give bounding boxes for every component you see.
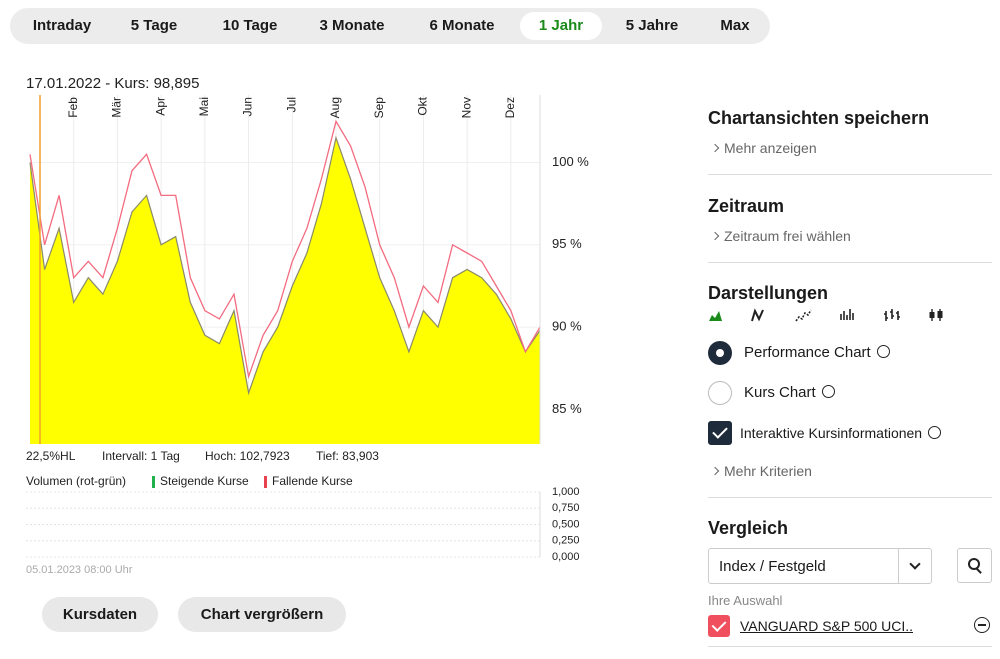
x-tick-label: Feb bbox=[66, 97, 80, 118]
y-tick-label: 85 % bbox=[552, 401, 582, 416]
minus bbox=[978, 624, 986, 626]
line bbox=[29, 119, 541, 380]
x-tick-label: Mai bbox=[197, 97, 211, 116]
chart-info: Hoch: 102,7923 bbox=[205, 449, 290, 463]
section-title: Darstellungen bbox=[708, 283, 829, 303]
area bbox=[30, 137, 540, 445]
x-tick-label: Mär bbox=[110, 97, 124, 118]
section-title: Chartansichten speichern bbox=[708, 108, 930, 128]
checkbox-label: Interaktive Kursinformationen bbox=[740, 425, 942, 441]
tab[interactable]: 10 Tage bbox=[222, 17, 278, 34]
legend-swatch bbox=[152, 476, 155, 488]
search-icon bbox=[968, 558, 980, 570]
y-tick-label: 0,750 bbox=[552, 502, 580, 514]
y-tick-label: 0,000 bbox=[552, 551, 580, 563]
radio-dot bbox=[716, 349, 724, 357]
button[interactable]: Kursdaten bbox=[42, 597, 158, 632]
search-button[interactable] bbox=[957, 548, 992, 583]
y-tick-label: 95 % bbox=[552, 236, 582, 251]
tab[interactable]: Intraday bbox=[32, 17, 92, 34]
y-tick-label: 100 % bbox=[552, 154, 589, 169]
radio-label: Kurs Chart bbox=[744, 384, 835, 401]
separator bbox=[708, 497, 992, 498]
select-value: Index / Festgeld bbox=[719, 558, 826, 575]
chart-info: Tief: 83,903 bbox=[316, 449, 379, 463]
icon-line[interactable] bbox=[751, 308, 764, 322]
link[interactable]: Mehr anzeigen bbox=[712, 140, 817, 156]
section-title: Zeitraum bbox=[708, 196, 785, 216]
icon-candle bbox=[937, 311, 943, 318]
x-tick-label: Aug bbox=[328, 97, 342, 118]
x-tick-label: Sep bbox=[372, 97, 386, 119]
x-tick-label: Okt bbox=[416, 96, 430, 115]
button[interactable]: Chart vergrößern bbox=[178, 597, 346, 632]
selected-index[interactable]: VANGUARD S&P 500 UCI.. bbox=[740, 618, 913, 634]
tab[interactable]: 3 Monate bbox=[319, 17, 385, 34]
y-tick-label: 0,500 bbox=[552, 518, 580, 530]
chart: 17.01.2022 - Kurs: 98,895 85 % 90 % 95 % 100… bbox=[26, 75, 589, 576]
legend-title: Volumen (rot-grün) bbox=[26, 474, 126, 488]
y-tick-label: 0,250 bbox=[552, 535, 580, 547]
icon-candle bbox=[929, 312, 935, 318]
section-title: Vergleich bbox=[708, 518, 789, 538]
area-outline bbox=[29, 135, 541, 396]
radio-button[interactable] bbox=[708, 341, 732, 365]
check bbox=[711, 617, 727, 632]
x-tick-label: Nov bbox=[459, 97, 473, 118]
separator bbox=[708, 646, 992, 647]
separator bbox=[708, 174, 992, 175]
legend-label: Fallende Kurse bbox=[272, 474, 353, 488]
chart-title: 17.01.2022 - Kurs: 98,895 bbox=[26, 75, 199, 92]
link[interactable]: Mehr Kriterien bbox=[712, 463, 812, 479]
check bbox=[712, 423, 728, 439]
tab[interactable]: 5 Tage bbox=[130, 17, 178, 34]
y-tick-label: 90 % bbox=[552, 319, 582, 334]
info-icon[interactable] bbox=[876, 345, 890, 358]
separator bbox=[708, 262, 992, 263]
label: Performance Chart bbox=[744, 344, 871, 361]
legend-swatch bbox=[264, 476, 267, 488]
info-icon[interactable] bbox=[821, 385, 835, 398]
label: Interaktive Kursinformationen bbox=[740, 425, 923, 441]
icon-bars[interactable] bbox=[840, 309, 854, 320]
chart-info: 22,5%HL bbox=[26, 449, 76, 463]
label: Kurs Chart bbox=[744, 384, 816, 401]
selection-label: Ihre Auswahl bbox=[708, 593, 783, 608]
icon-ohlc[interactable] bbox=[884, 309, 900, 321]
tab[interactable]: 5 Jahre bbox=[625, 17, 679, 34]
x-tick-label: Jun bbox=[241, 97, 255, 116]
radio-label: Performance Chart bbox=[744, 344, 890, 361]
chart-info: Intervall: 1 Tag bbox=[102, 449, 180, 463]
checkbox[interactable] bbox=[708, 421, 732, 445]
divider bbox=[898, 549, 899, 583]
info-icon[interactable] bbox=[928, 426, 942, 439]
select[interactable]: Index / Festgeld bbox=[708, 548, 932, 584]
remove-button[interactable] bbox=[974, 617, 990, 633]
checkbox[interactable] bbox=[708, 615, 730, 637]
chart-type-icons bbox=[709, 308, 943, 322]
x-tick-label: Apr bbox=[153, 97, 167, 116]
timeframe-tabs: Intraday 5 Tage 10 Tage 3 Monate 6 Monate 1 J… bbox=[10, 8, 770, 44]
y-tick-label: 1,000 bbox=[552, 486, 580, 498]
tab[interactable]: 6 Monate bbox=[429, 17, 495, 34]
x-tick-label: Jul bbox=[284, 97, 298, 112]
x-tick-label: Dez bbox=[503, 97, 517, 118]
radio-button[interactable] bbox=[708, 381, 732, 405]
tab[interactable]: 1 Jahr bbox=[520, 12, 602, 40]
chevron bbox=[909, 558, 921, 570]
search-handle bbox=[976, 568, 982, 574]
legend-label: Steigende Kurse bbox=[160, 474, 249, 488]
icon-area[interactable] bbox=[709, 311, 722, 321]
link[interactable]: Zeitraum frei wählen bbox=[712, 228, 851, 244]
tab[interactable]: Max bbox=[720, 17, 750, 34]
timestamp: 05.01.2023 08:00 Uhr bbox=[26, 564, 133, 576]
icon-dots[interactable] bbox=[795, 309, 812, 322]
